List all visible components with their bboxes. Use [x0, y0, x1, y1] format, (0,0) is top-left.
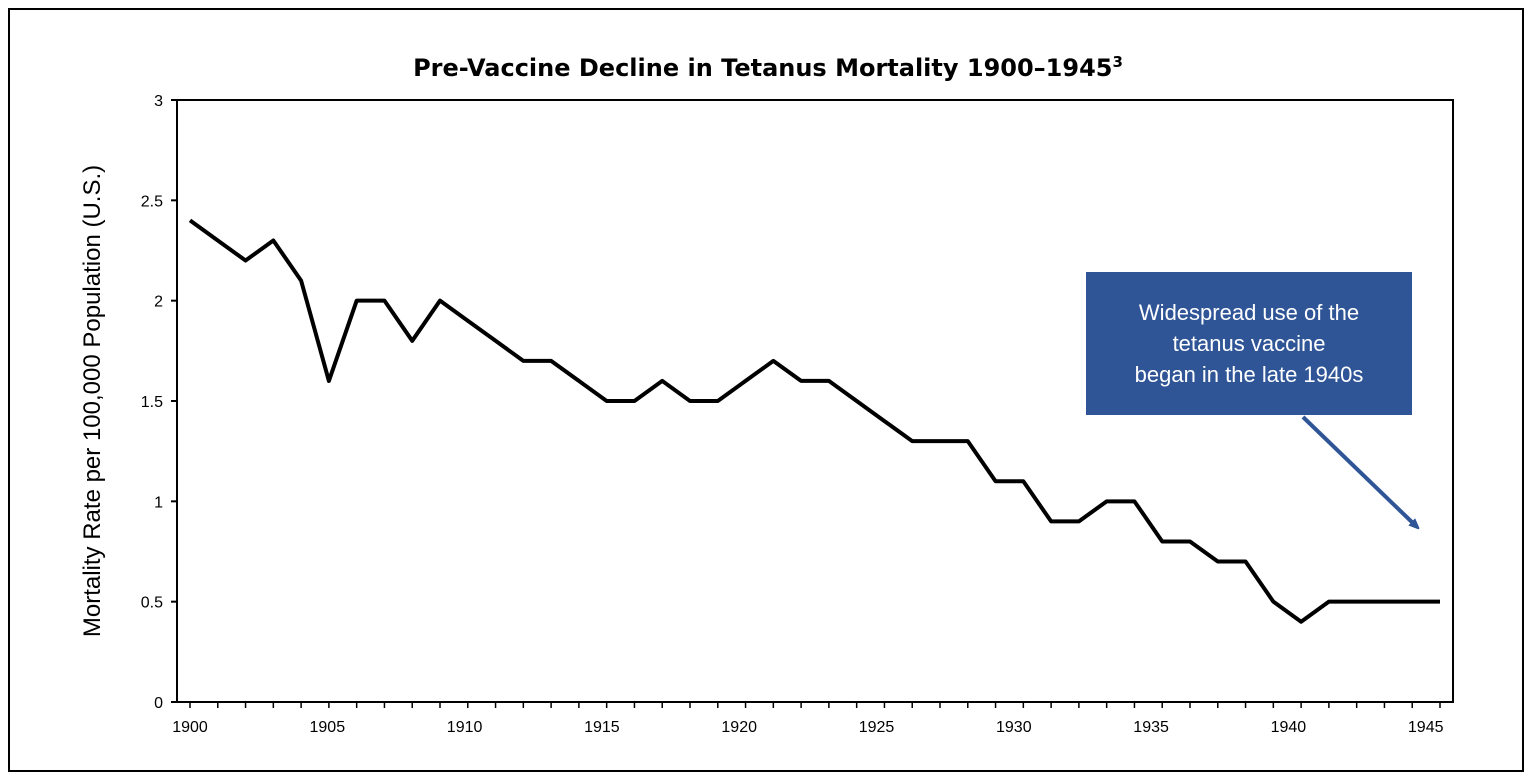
chart-title: Pre-Vaccine Decline in Tetanus Mortality…: [413, 53, 1123, 82]
y-tick-label: 2: [154, 294, 163, 311]
annotation-line: began in the late 1940s: [1134, 362, 1364, 387]
x-tick-label: 1920: [721, 719, 757, 736]
chart-frame: [8, 8, 1524, 772]
x-tick-label: 1940: [1271, 719, 1307, 736]
y-tick-label: 2.5: [141, 193, 163, 210]
annotation-box: Widespread use of the tetanus vaccine be…: [1086, 272, 1412, 415]
annotation-line: Widespread use of the: [1138, 300, 1360, 325]
annotation-line: tetanus vaccine: [1172, 331, 1326, 356]
x-tick-label: 1900: [172, 719, 208, 736]
x-tick-label: 1905: [310, 719, 346, 736]
x-tick-label: 1910: [447, 719, 483, 736]
x-tick-label: 1915: [584, 719, 620, 736]
annotation-arrow: [1301, 415, 1416, 526]
y-tick-label: 1: [154, 494, 163, 511]
x-tick-label: 1925: [859, 719, 895, 736]
x-tick-label: 1930: [996, 719, 1032, 736]
x-tick-label: 1945: [1408, 719, 1444, 736]
y-tick-label: 0: [154, 695, 163, 712]
y-axis-label: Mortality Rate per 100,000 Population (U…: [79, 165, 106, 637]
y-tick-label: 3: [154, 93, 163, 110]
y-tick-label: 1.5: [141, 394, 163, 411]
y-tick-label: 0.5: [141, 595, 163, 612]
x-tick-label: 1935: [1133, 719, 1169, 736]
series-line: [188, 218, 1440, 624]
